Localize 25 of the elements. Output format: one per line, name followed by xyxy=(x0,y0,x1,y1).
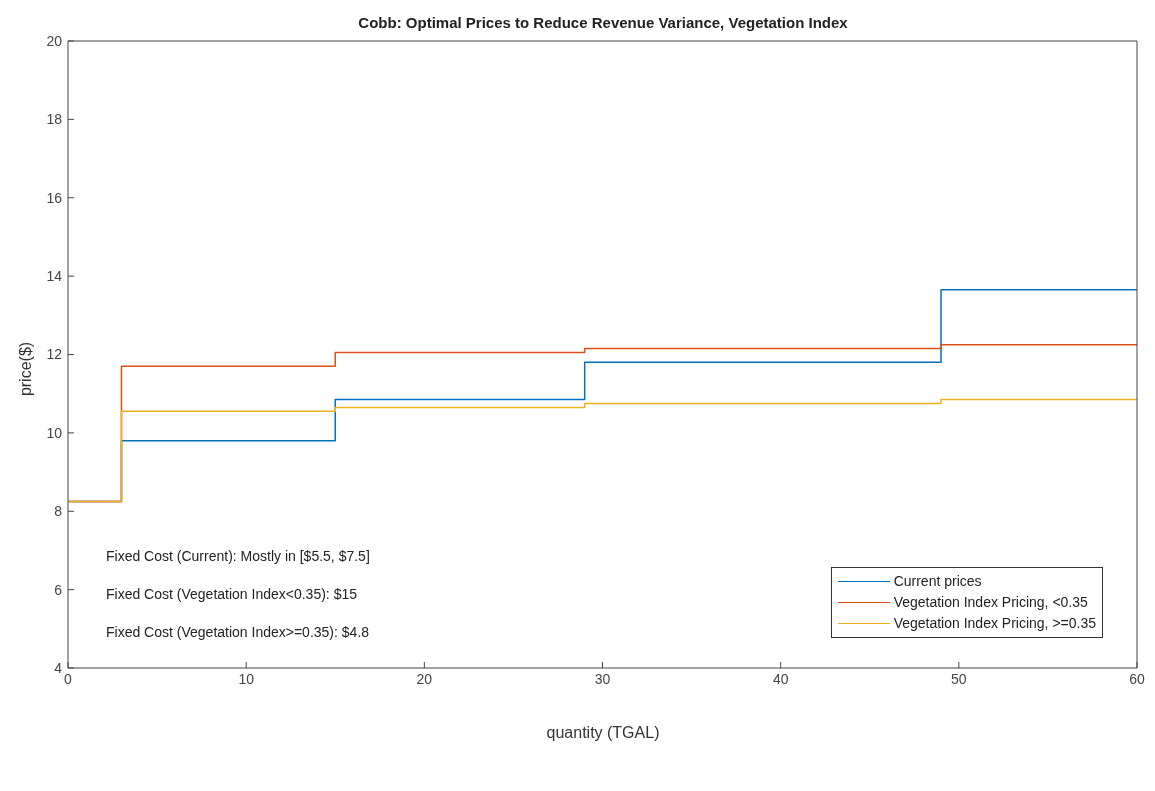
y-tick-label: 10 xyxy=(46,424,63,441)
y-tick-label: 12 xyxy=(46,346,63,363)
x-tick-label: 0 xyxy=(64,670,73,687)
y-tick-label: 16 xyxy=(46,189,63,206)
chart-title: Cobb: Optimal Prices to Reduce Revenue Variance, Vegetation Index xyxy=(357,14,849,31)
x-tick-label: 30 xyxy=(594,670,611,687)
annotation: Fixed Cost (Current): Mostly in [$5.5, $7.5] xyxy=(106,548,370,564)
x-tick-label: 60 xyxy=(1129,670,1145,687)
x-tick-label: 20 xyxy=(416,670,433,687)
x-tick-label: 50 xyxy=(951,670,967,687)
annotation: Fixed Cost (Vegetation Index<0.35): $15 xyxy=(106,586,358,602)
y-tick-label: 14 xyxy=(46,268,63,285)
x-axis-title: quantity (TGAL) xyxy=(545,724,661,742)
annotation: Fixed Cost (Vegetation Index>=0.35): $4.8 xyxy=(106,624,370,640)
x-tick-label: 10 xyxy=(238,670,255,687)
legend-label: Vegetation Index Pricing, <0.35 xyxy=(893,593,1088,612)
legend-label: Vegetation Index Pricing, >=0.35 xyxy=(893,614,1096,633)
y-tick-label: 8 xyxy=(54,503,63,520)
y-tick-label: 4 xyxy=(54,659,63,676)
y-axis-title: price($) xyxy=(17,341,35,397)
y-tick-label: 18 xyxy=(46,111,63,128)
y-tick-label: 6 xyxy=(54,581,63,598)
x-tick-label: 40 xyxy=(772,670,789,687)
legend-label: Current prices xyxy=(893,572,982,591)
y-tick-label: 20 xyxy=(46,32,63,49)
